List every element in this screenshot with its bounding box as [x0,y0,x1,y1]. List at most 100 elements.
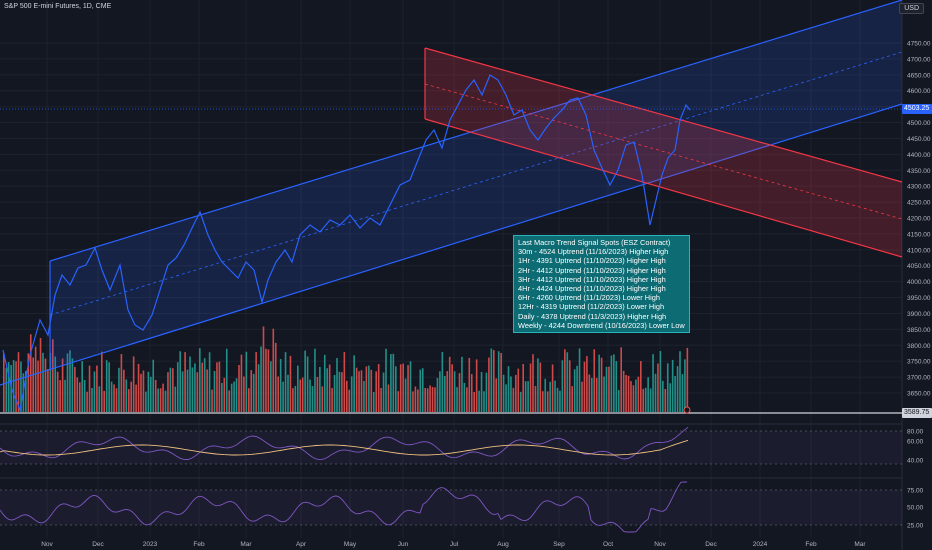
volume-bar [314,348,316,412]
rsi2-line [0,481,687,533]
symbol-title[interactable]: S&P 500 E-mini Futures, 1D, CME [4,3,112,10]
panel-title: Last Macro Trend Signal Spots (ESZ Contr… [518,238,671,247]
time-tick-label: Dec [705,541,717,548]
time-tick-label: 2024 [753,541,768,548]
volume-bar [576,365,578,412]
volume-bar [108,362,110,412]
price-axis[interactable]: 4750.004700.004650.004600.004550.004500.… [907,41,931,530]
volume-bar [20,361,22,412]
volume-bar [375,371,377,412]
volume-bar [282,381,284,412]
volume-bar [542,391,544,412]
volume-bar [495,378,498,412]
volume-bar [216,362,218,412]
volume-bar [642,388,645,412]
volume-bar [44,358,47,412]
volume-bar [561,360,564,412]
volume-bar [429,385,431,412]
volume-bar [368,365,370,412]
volume-bar [598,354,600,412]
volume-bar [49,353,52,412]
volume-bar [42,352,44,412]
volume-bar [537,358,539,412]
price-tick-label: 4150.00 [907,231,931,238]
volume-bar [581,381,583,412]
volume-bar [358,371,360,412]
time-axis[interactable]: Nov Dec 2023 Feb Mar Apr May Jun Jul Aug Sep Oct Nov… [41,541,866,548]
volume-bar [123,369,125,412]
signal-line: 6Hr - 4260 Uptrend (11/1/2023) Lower Hig… [518,293,661,303]
volume-bar [385,348,387,412]
volume-bar [196,372,199,412]
volume-bar [240,354,243,412]
volume-bar [321,386,324,412]
time-tick-label: Nov [654,541,666,548]
volume-bar [233,381,235,412]
currency-button[interactable]: USD [899,3,924,14]
volume-bar [637,376,640,412]
volume-bar [458,373,461,412]
volume-bar [15,361,17,412]
volume-bar [439,371,441,412]
volume-bar [522,363,524,412]
volume-bar [475,359,478,412]
rsi2-tick-label: 75.00 [907,488,924,495]
volume-bar [147,371,150,412]
volume-bar [294,385,297,412]
volume-bar [395,366,397,412]
volume-bar [61,358,64,412]
volume-bar [424,387,426,412]
volume-bar [292,388,294,412]
price-line [2,74,691,413]
red-channel-bottom [424,118,903,258]
volume-bar [289,355,292,412]
volume-bar [145,391,147,412]
time-tick-label: Mar [854,541,866,548]
volume-bar [397,391,400,412]
volume-bar [270,361,272,412]
volume-bars [3,326,689,412]
volume-bar [407,365,409,412]
volume-bar [127,389,130,412]
rsi-pane-2 [0,481,902,533]
volume-bar [12,360,15,412]
volume-bar [211,389,213,412]
volume-bar [250,370,253,412]
volume-bar [221,382,223,412]
volume-bar [539,362,542,412]
volume-bar [559,390,561,412]
volume-bar [218,361,221,412]
volume-bar [172,368,174,412]
volume-bar [277,376,279,412]
volume-bar [355,367,358,412]
volume-bar [309,379,311,412]
volume-bar [600,357,603,412]
price-tick-label: 4650.00 [907,72,931,79]
time-tick-label: Dec [92,541,104,548]
volume-bar [255,352,257,412]
volume-bar [64,379,66,412]
volume-bar [431,386,434,412]
time-tick-label: Apr [296,541,307,548]
volume-bar [662,380,664,412]
price-tick-label: 4750.00 [907,41,931,48]
volume-bar [336,358,338,412]
volume-bar [444,375,446,412]
volume-bar [588,374,591,412]
time-tick-label: Oct [603,541,613,548]
volume-bar [311,386,314,412]
volume-bar [365,366,368,412]
volume-bar [208,352,211,412]
volume-bar [517,368,520,412]
volume-bar [76,377,79,412]
volume-bar [37,360,39,412]
signal-marker-icon [683,406,691,414]
volume-bar [625,374,627,412]
price-tick-label: 4400.00 [907,152,931,159]
volume-bar [297,365,299,412]
volume-bar [409,361,412,412]
time-tick-label: Aug [497,541,509,548]
volume-bar [110,381,113,412]
price-tick-label: 4350.00 [907,168,931,175]
